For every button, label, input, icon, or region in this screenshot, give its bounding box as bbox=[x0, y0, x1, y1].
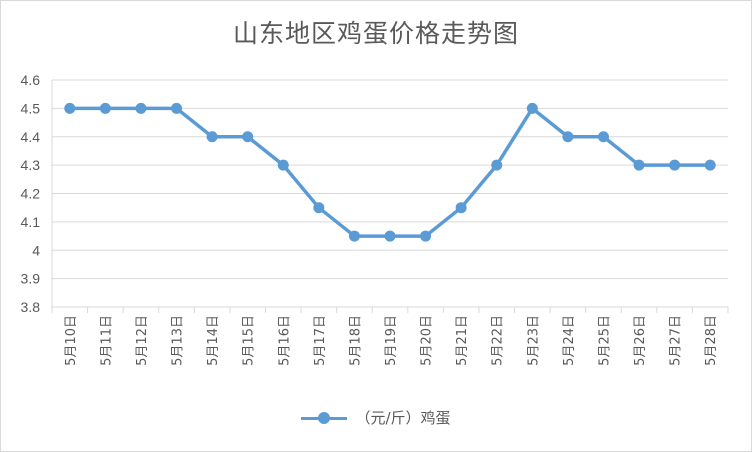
y-tick-label: 3.9 bbox=[21, 271, 41, 287]
chart-title: 山东地区鸡蛋价格走势图 bbox=[232, 19, 519, 48]
x-tick-label: 5月14日 bbox=[206, 315, 221, 366]
data-point bbox=[669, 159, 681, 171]
x-tick-label: 5月11日 bbox=[99, 315, 114, 366]
data-point bbox=[277, 159, 289, 171]
x-tick-label: 5月18日 bbox=[348, 315, 363, 366]
series-line bbox=[68, 106, 712, 238]
legend-marker-icon bbox=[301, 411, 348, 424]
data-point bbox=[562, 131, 574, 143]
x-tick-label: 5月24日 bbox=[562, 315, 577, 366]
x-tick-label: 5月15日 bbox=[242, 315, 257, 366]
data-point bbox=[242, 131, 254, 143]
x-tick-label: 5月21日 bbox=[455, 315, 470, 366]
x-tick-label: 5月28日 bbox=[704, 315, 719, 366]
data-point bbox=[313, 202, 325, 214]
data-point bbox=[420, 230, 432, 242]
data-point bbox=[348, 230, 360, 242]
x-tick-label: 5月20日 bbox=[420, 315, 435, 366]
y-tick-label: 4.1 bbox=[21, 214, 41, 230]
x-tick-label: 5月25日 bbox=[597, 315, 612, 366]
data-point bbox=[384, 230, 396, 242]
data-point bbox=[99, 102, 111, 114]
x-tick-label: 5月12日 bbox=[135, 315, 150, 366]
data-point bbox=[526, 102, 538, 114]
y-tick-label: 4.5 bbox=[21, 100, 41, 116]
data-point bbox=[633, 159, 645, 171]
x-tick-label: 5月22日 bbox=[491, 315, 506, 366]
x-tick-label: 5月13日 bbox=[171, 315, 186, 366]
data-point bbox=[704, 159, 716, 171]
y-tick-label: 3.8 bbox=[21, 299, 41, 315]
y-tick-label: 4.4 bbox=[21, 129, 41, 145]
data-point bbox=[491, 159, 503, 171]
data-point bbox=[64, 102, 76, 114]
x-tick-label: 5月16日 bbox=[277, 315, 292, 366]
x-tick-label: 5月17日 bbox=[313, 315, 328, 366]
y-tick-label: 4.6 bbox=[21, 72, 41, 88]
x-tick-label: 5月27日 bbox=[669, 315, 684, 366]
x-tick-label: 5月26日 bbox=[633, 315, 648, 366]
data-point bbox=[135, 102, 147, 114]
x-tick-label: 5月19日 bbox=[384, 315, 399, 366]
x-tick-label: 5月23日 bbox=[526, 315, 541, 366]
data-point bbox=[171, 102, 183, 114]
y-tick-label: 4.3 bbox=[21, 157, 41, 173]
data-point bbox=[206, 131, 218, 143]
data-point bbox=[455, 202, 467, 214]
y-tick-label: 4.2 bbox=[21, 186, 41, 202]
y-tick-label: 4 bbox=[32, 242, 40, 258]
data-point bbox=[597, 131, 609, 143]
chart-legend: （元/斤）鸡蛋 bbox=[0, 407, 752, 428]
x-tick-label: 5月10日 bbox=[64, 315, 79, 366]
legend-label: （元/斤）鸡蛋 bbox=[355, 409, 451, 427]
